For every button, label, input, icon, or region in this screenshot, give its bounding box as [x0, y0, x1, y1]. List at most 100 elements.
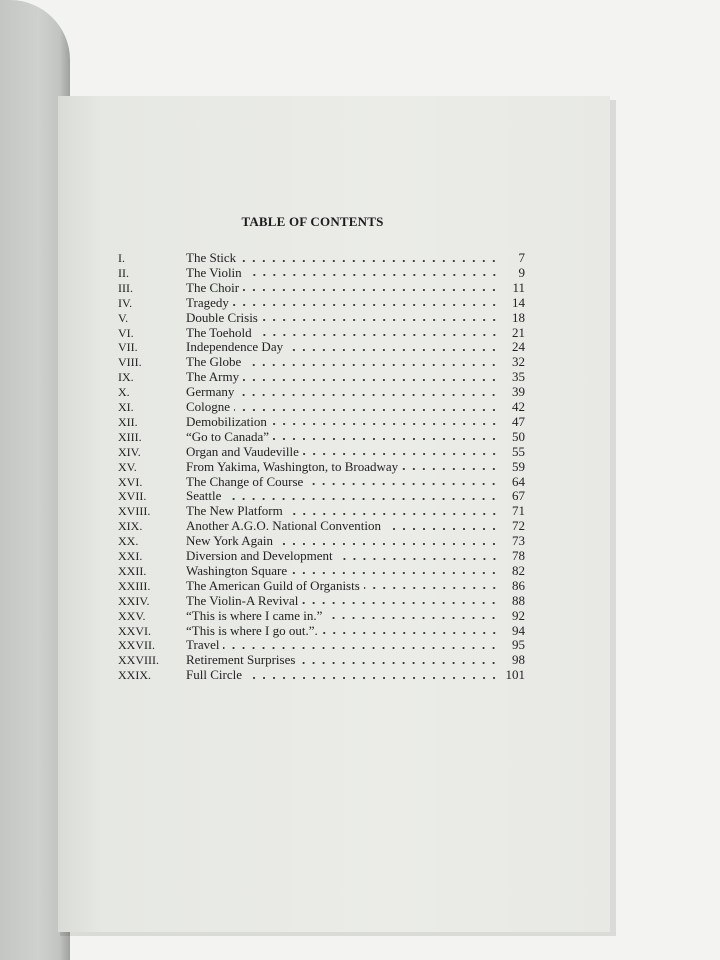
chapter-number: XXII.	[118, 563, 147, 578]
page-number: 71	[512, 503, 525, 519]
toc-entry: XVII. Seattle 67	[100, 488, 525, 503]
leader-dots	[302, 595, 499, 606]
page-number: 73	[512, 533, 525, 549]
chapter-title: The Violin	[186, 264, 242, 280]
page-number: 39	[512, 384, 525, 400]
toc-entry: XIX. Another A.G.O. National Convention 72	[100, 518, 525, 533]
leader-dots	[243, 282, 499, 293]
page-number: 11	[512, 279, 525, 295]
chapter-number: XIII.	[118, 429, 142, 444]
page-number: 24	[512, 339, 525, 355]
toc-entry: VI. The Toehold 21	[100, 325, 525, 340]
chapter-number: XIV.	[118, 444, 141, 459]
page-number: 59	[512, 458, 525, 474]
chapter-title: Diversion and Development	[186, 548, 333, 563]
chapter-title: Double Crisis	[186, 309, 258, 325]
chapter-title: Another A.G.O. National Convention	[186, 518, 381, 534]
toc-entry: IV. Tragedy 14	[100, 295, 525, 310]
chapter-title: “This is where I came in.”	[186, 607, 323, 623]
leader-dots	[321, 625, 499, 635]
chapter-number: XV.	[118, 459, 137, 474]
chapter-title: The Toehold	[186, 324, 252, 340]
toc-entry: VIII. The Globe 32	[100, 354, 525, 369]
chapter-number: XII.	[118, 414, 138, 429]
leader-dots	[307, 476, 499, 486]
chapter-title: Independence Day	[186, 339, 284, 355]
toc-entry: IX. The Army 35	[100, 369, 525, 384]
toc-entry: XXVIII. Retirement Surprises 98	[100, 652, 525, 667]
page-number: 98	[512, 652, 525, 668]
page-number: 7	[518, 250, 526, 265]
toc-entry: XIV. Organ and Vaudeville 55	[100, 444, 525, 459]
page-number: 88	[512, 592, 525, 608]
leader-dots	[232, 297, 499, 308]
chapter-title: Retirement Surprises	[186, 652, 296, 668]
leader-dots	[234, 401, 499, 412]
page-number: 21	[512, 324, 525, 340]
page-number: 67	[512, 488, 525, 504]
toc-entry: X. Germany 39	[100, 384, 525, 399]
chapter-number: XVIII.	[118, 504, 151, 519]
chapter-title: Germany	[186, 384, 235, 400]
chapter-title: “Go to Canada”	[186, 428, 270, 444]
toc-title: TABLE OF CONTENTS	[241, 214, 384, 229]
page-number: 32	[512, 354, 525, 370]
toc-entry: XXI. Diversion and Development 78	[100, 548, 525, 563]
chapter-number: V.	[118, 310, 129, 325]
leader-dots	[299, 654, 499, 665]
chapter-number: IX.	[118, 370, 134, 385]
page-number: 9	[518, 264, 526, 280]
leader-dots	[277, 535, 499, 546]
page-number: 72	[512, 518, 525, 534]
chapter-number: III.	[118, 280, 133, 295]
leader-dots	[245, 267, 499, 278]
chapter-title: New York Again	[186, 533, 274, 549]
leader-dots	[240, 252, 499, 263]
chapter-title: The New Platform	[186, 503, 283, 519]
page-number: 86	[512, 577, 525, 593]
chapter-title: “This is where I go out.”.	[186, 622, 318, 638]
chapter-number: XX.	[118, 534, 139, 549]
leader-dots	[255, 327, 499, 337]
leader-dots	[270, 416, 499, 427]
toc-entry: I. The Stick 7	[100, 250, 525, 265]
page-number: 42	[512, 399, 525, 414]
chapter-title: The American Guild of Organists	[186, 577, 360, 593]
chapter-number: I.	[118, 251, 125, 265]
chapter-number: XXI.	[118, 549, 143, 563]
toc-entry: V. Double Crisis 18	[100, 310, 525, 325]
leader-dots	[402, 461, 499, 472]
page-number: 50	[512, 428, 525, 444]
toc-entry: XXIX. Full Circle 101	[100, 667, 525, 682]
page-number: 95	[512, 637, 525, 653]
leader-dots	[273, 431, 499, 442]
toc-entry: II. The Violin 9	[100, 265, 525, 280]
page-number: 101	[505, 667, 526, 683]
chapter-title: The Army	[186, 369, 240, 385]
chapter-number: II.	[118, 265, 129, 280]
page-number: 92	[512, 607, 525, 623]
leader-dots	[286, 505, 499, 516]
toc-entry: XI. Cologne 42	[100, 399, 525, 414]
page-number: 78	[512, 548, 525, 563]
toc-entry: VII. Independence Day 24	[100, 339, 525, 354]
toc-entry: XXVII. Travel 95	[100, 637, 525, 652]
toc-entry: XX. New York Again 73	[100, 533, 525, 548]
leader-dots	[363, 580, 499, 591]
chapter-title: The Change of Course	[186, 473, 304, 489]
toc-entry: XXIV. The Violin-A Revival 88	[100, 593, 525, 608]
chapter-number: XVI.	[118, 474, 143, 489]
toc-entry: XVIII. The New Platform 71	[100, 503, 525, 518]
leader-dots	[261, 312, 499, 323]
chapter-number: XIX.	[118, 519, 143, 534]
page-number: 55	[512, 443, 525, 459]
page-number: 18	[512, 309, 525, 325]
page-number: 94	[512, 622, 525, 638]
leader-dots	[384, 520, 499, 531]
toc-entry: XXV. “This is where I came in.” 92	[100, 608, 525, 623]
chapter-number: VIII.	[118, 355, 142, 370]
chapter-title: Full Circle	[186, 667, 242, 683]
chapter-number: XXVIII.	[118, 653, 159, 668]
chapter-title: Travel	[186, 637, 220, 653]
chapter-number: X.	[118, 385, 130, 400]
